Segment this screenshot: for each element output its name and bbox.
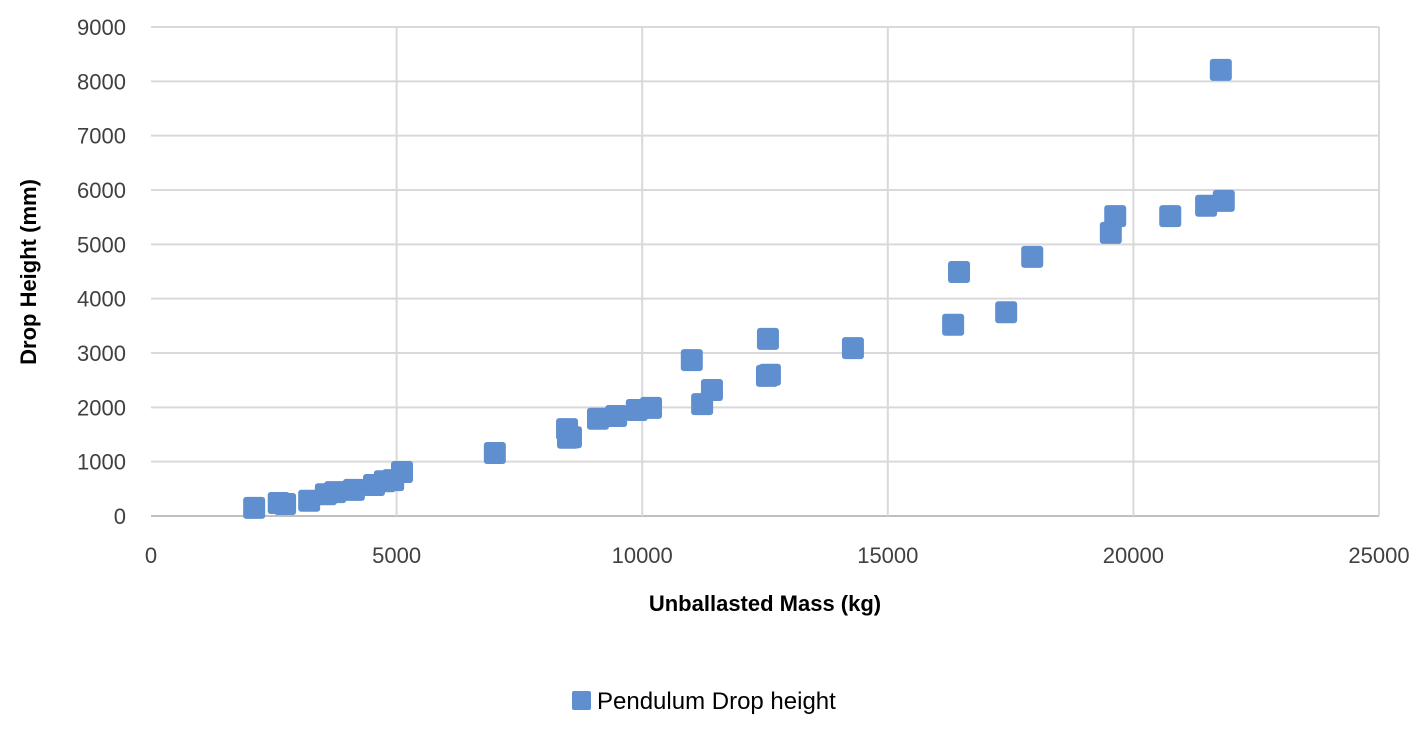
gridlines: [151, 26, 1380, 517]
legend-label: Pendulum Drop height: [597, 688, 836, 715]
y-tick-label: 0: [114, 504, 126, 529]
y-tick-label: 5000: [77, 232, 126, 257]
data-point: [1159, 205, 1182, 228]
y-tick-label: 2000: [77, 395, 126, 420]
data-point: [605, 405, 628, 428]
x-tick-label: 20000: [1103, 543, 1164, 568]
data-point: [680, 349, 703, 372]
legend: Pendulum Drop height: [572, 688, 836, 715]
data-point: [1195, 194, 1218, 217]
data-point: [758, 363, 781, 386]
data-points: [243, 58, 1235, 519]
data-point: [942, 313, 965, 336]
data-point: [586, 407, 609, 430]
x-tick-label: 10000: [612, 543, 673, 568]
y-tick-label: 8000: [77, 69, 126, 94]
data-point: [342, 478, 365, 501]
legend-marker: [572, 691, 591, 710]
data-point: [948, 261, 971, 284]
y-axis-title: Drop Height (mm): [16, 179, 41, 365]
data-point: [1021, 245, 1044, 268]
x-tick-label: 25000: [1348, 543, 1409, 568]
x-axis-title: Unballasted Mass (kg): [649, 591, 881, 616]
data-point: [1099, 221, 1122, 244]
data-point: [700, 378, 723, 401]
data-point: [298, 489, 321, 512]
x-tick-label: 15000: [857, 543, 918, 568]
data-point: [995, 301, 1018, 324]
data-point: [640, 396, 663, 419]
data-point: [324, 481, 347, 504]
y-tick-label: 1000: [77, 450, 126, 475]
x-tick-label: 0: [145, 543, 157, 568]
y-axis-ticks: 0 1000 2000 3000 4000 5000 6000 7000 8000 9000: [77, 15, 126, 529]
x-axis-ticks: 0 5000 10000 15000 20000 25000: [145, 543, 1410, 568]
data-point: [274, 493, 297, 516]
y-tick-label: 3000: [77, 341, 126, 366]
data-point: [841, 337, 864, 360]
data-point: [483, 441, 506, 464]
data-point: [243, 496, 266, 519]
y-tick-label: 7000: [77, 124, 126, 149]
data-point: [391, 460, 414, 483]
data-point: [1209, 58, 1232, 81]
x-tick-label: 5000: [372, 543, 421, 568]
data-point: [756, 327, 779, 350]
data-point: [1104, 205, 1127, 228]
y-tick-label: 6000: [77, 178, 126, 203]
y-tick-label: 4000: [77, 287, 126, 312]
data-point: [1212, 189, 1235, 212]
y-tick-label: 9000: [77, 15, 126, 40]
data-point: [559, 426, 582, 449]
